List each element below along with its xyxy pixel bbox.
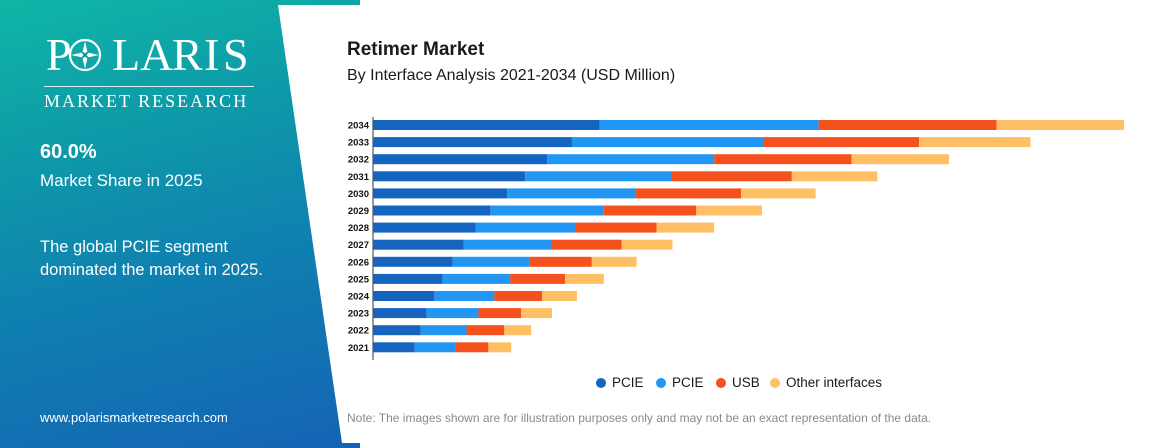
bar-segment-other-interfaces-2021	[488, 342, 512, 353]
bar-segment-other-interfaces-2028	[656, 222, 715, 233]
bar-segment-pcie-2028	[373, 222, 476, 233]
bar-segment-other-interfaces-2033	[919, 137, 1031, 148]
y-tick-label: 2028	[348, 223, 369, 234]
market-share-label: Market Share in 2025	[40, 171, 203, 190]
y-tick-label: 2022	[348, 326, 369, 337]
chart-subtitle: By Interface Analysis 2021-2034 (USD Mil…	[347, 67, 676, 84]
bar-segment-pcie-2027	[373, 239, 464, 250]
bar-segment-pcie-2032	[373, 154, 548, 165]
legend-item: Other interfaces	[770, 375, 882, 391]
legend-dot-icon	[596, 378, 606, 388]
compass-star-icon	[68, 38, 102, 72]
bar-segment-pcie-2031	[525, 171, 672, 182]
bar-segment-pcie-2026	[373, 256, 453, 267]
bar-segment-other-interfaces-2029	[696, 205, 762, 216]
bar-segment-pcie-2034	[373, 120, 600, 130]
bar-segment-other-interfaces-2030	[741, 188, 816, 199]
bar-segment-pcie-2025	[442, 273, 511, 284]
brand-tagline: MARKET RESEARCH	[44, 91, 249, 111]
y-tick-label: 2023	[348, 309, 369, 320]
legend-dot-icon	[656, 378, 666, 388]
disclaimer-note: Note: The images shown are for illustrat…	[347, 411, 932, 425]
bar-segment-pcie-2033	[373, 137, 572, 148]
bar-segment-pcie-2021	[414, 342, 456, 353]
legend-label: Other interfaces	[786, 375, 883, 390]
bar-segment-other-interfaces-2024	[542, 291, 577, 301]
legend-label: PCIE	[672, 375, 704, 390]
brand-logo: P L A R I S	[46, 29, 250, 80]
bar-segment-other-interfaces-2023	[521, 308, 553, 319]
y-tick-label: 2032	[348, 155, 369, 166]
y-tick-label: 2031	[348, 172, 370, 183]
bar-segment-pcie-2030	[373, 188, 508, 199]
legend-item: PCIE	[656, 375, 704, 391]
bar-segment-pcie-2023	[426, 308, 479, 319]
y-tick-label: 2021	[348, 343, 370, 354]
bar-segment-other-interfaces-2034	[996, 120, 1125, 130]
y-tick-label: 2029	[348, 206, 369, 217]
bar-segment-usb-2031	[671, 171, 792, 182]
website-link[interactable]: www.polarismarketresearch.com	[40, 410, 228, 425]
bar-segment-pcie-2027	[463, 239, 552, 250]
legend-label: PCIE	[612, 375, 644, 390]
bar-segment-usb-2021	[455, 342, 489, 353]
bar-segment-pcie-2033	[571, 137, 763, 148]
bar-segment-pcie-2029	[490, 205, 604, 216]
bar-segment-other-interfaces-2031	[791, 171, 878, 182]
bar-segment-pcie-2023	[373, 308, 427, 319]
bar-segment-usb-2028	[574, 222, 657, 233]
market-share-value: 60.0%	[40, 141, 97, 163]
segment-description: The global PCIE segment dominated the ma…	[40, 238, 263, 279]
bar-segment-pcie-2025	[373, 273, 443, 284]
bar-segment-pcie-2024	[434, 291, 495, 301]
bar-segment-pcie-2028	[475, 222, 575, 233]
bar-segment-usb-2022	[466, 325, 505, 336]
bar-segment-pcie-2034	[599, 120, 819, 130]
bar-segment-usb-2024	[494, 291, 543, 301]
bar-segment-other-interfaces-2032	[851, 154, 949, 165]
bar-segment-other-interfaces-2022	[504, 325, 532, 336]
bar-segment-pcie-2022	[420, 325, 467, 336]
legend-dot-icon	[770, 378, 780, 388]
y-tick-label: 2033	[348, 138, 369, 149]
bar-segment-usb-2032	[714, 154, 852, 165]
bar-segment-usb-2030	[635, 188, 742, 199]
bar-segment-other-interfaces-2025	[564, 273, 604, 284]
y-tick-label: 2025	[348, 274, 370, 285]
logo-divider	[44, 86, 254, 87]
y-tick-label: 2027	[348, 240, 369, 251]
bar-segment-usb-2034	[818, 120, 997, 130]
legend-item: USB	[716, 375, 760, 391]
bar-segment-pcie-2030	[507, 188, 636, 199]
bar-segment-usb-2029	[603, 205, 697, 216]
bar-segment-pcie-2032	[547, 154, 715, 165]
bar-segment-usb-2033	[762, 137, 920, 148]
legend-dot-icon	[716, 378, 726, 388]
y-tick-label: 2034	[348, 121, 370, 132]
bar-segment-pcie-2024	[373, 291, 435, 301]
bar-segment-pcie-2029	[373, 205, 491, 216]
bar-segment-pcie-2031	[373, 171, 526, 182]
bar-segment-usb-2023	[478, 308, 522, 319]
bar-segment-usb-2025	[510, 273, 565, 284]
bar-segment-usb-2026	[529, 256, 592, 267]
legend-label: USB	[732, 375, 760, 390]
y-tick-label: 2024	[348, 292, 370, 303]
chart-title: Retimer Market	[347, 39, 485, 60]
y-tick-label: 2026	[348, 257, 369, 268]
bar-segment-pcie-2026	[452, 256, 530, 267]
bar-segment-other-interfaces-2027	[621, 239, 673, 250]
chart-legend: PCIE PCIE USB Other interfaces	[0, 375, 1159, 393]
bar-segment-pcie-2021	[373, 342, 415, 353]
y-tick-label: 2030	[348, 189, 369, 200]
bar-segment-pcie-2022	[373, 325, 421, 336]
legend-item: PCIE	[596, 375, 644, 391]
bar-segment-usb-2027	[551, 239, 622, 250]
bar-segment-other-interfaces-2026	[591, 256, 637, 267]
